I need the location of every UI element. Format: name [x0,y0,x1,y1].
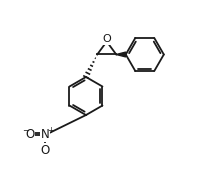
Text: −: − [22,126,29,135]
Text: O: O [102,34,111,44]
Text: +: + [47,126,54,135]
Polygon shape [116,52,126,57]
Text: N: N [41,128,50,142]
Text: O: O [41,144,50,157]
Text: O: O [25,128,34,142]
